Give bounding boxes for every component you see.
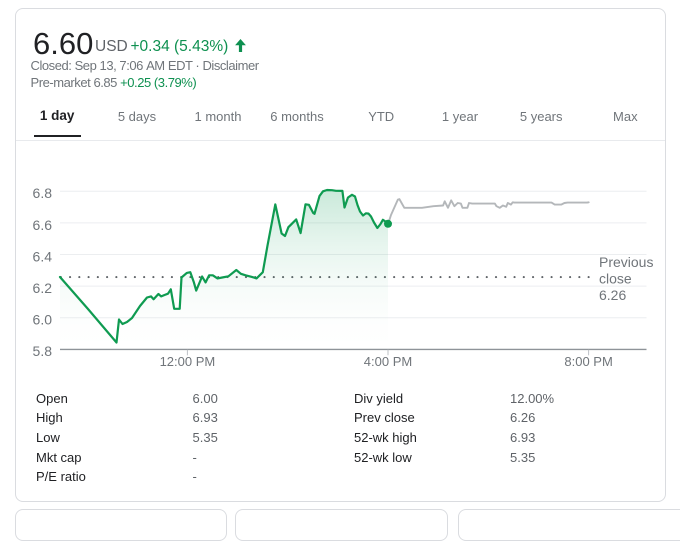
svg-text:6.2: 6.2 (33, 280, 53, 296)
svg-text:6.6: 6.6 (33, 217, 53, 233)
svg-text:5.8: 5.8 (33, 343, 53, 359)
svg-text:6.0: 6.0 (33, 312, 53, 328)
svg-text:4:00 PM: 4:00 PM (364, 354, 412, 369)
svg-text:8:00 PM: 8:00 PM (564, 354, 612, 369)
svg-text:6.26: 6.26 (599, 287, 626, 303)
svg-text:6.8: 6.8 (33, 185, 53, 201)
svg-text:6.4: 6.4 (33, 248, 53, 264)
svg-text:Previous: Previous (599, 254, 653, 270)
svg-text:close: close (599, 271, 632, 287)
svg-text:12:00 PM: 12:00 PM (160, 354, 216, 369)
